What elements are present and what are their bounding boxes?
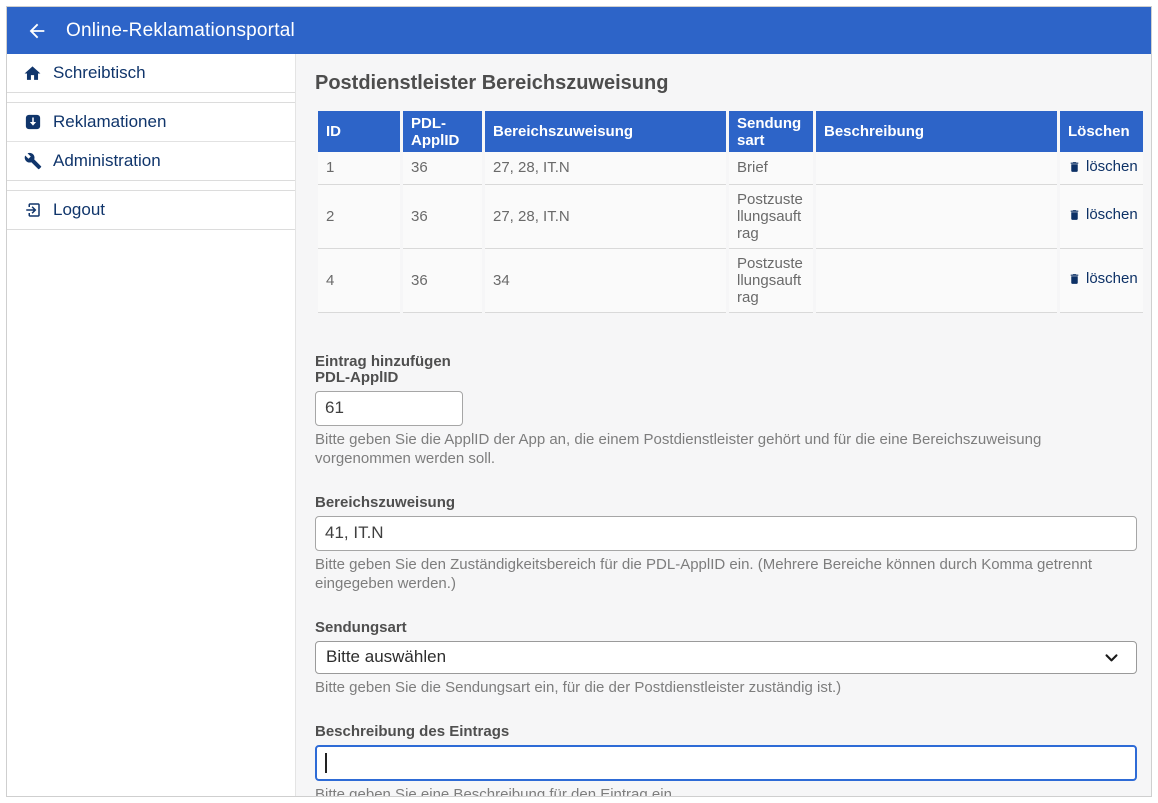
sidebar-item-label: Administration <box>53 151 161 170</box>
app-title: Online-Reklamationsportal <box>66 19 295 41</box>
delete-row-button[interactable]: löschen <box>1068 206 1138 223</box>
add-entry-form: Eintrag hinzufügen PDL-ApplID Bitte gebe… <box>315 352 1137 797</box>
sidebar-group-work: Reklamationen Administration <box>7 102 295 181</box>
sendungsart-select[interactable]: Bitte auswählen <box>315 640 1137 674</box>
table-row: 2 36 27, 28, IT.N Postzustellungsauftrag… <box>318 184 1143 249</box>
trash-icon <box>1070 209 1079 220</box>
delete-row-button[interactable]: löschen <box>1068 158 1138 175</box>
bereichszuweisung-label: Bereichszuweisung <box>315 493 456 511</box>
sidebar-item-administration[interactable]: Administration <box>7 141 295 180</box>
text-cursor <box>325 752 327 773</box>
assignments-table: ID PDL-ApplID Bereichszuweisung Sendungs… <box>315 111 1146 313</box>
cell-bereichszuweisung: 27, 28, IT.N <box>485 152 726 185</box>
sidebar-item-label: Reklamationen <box>53 112 167 131</box>
sidebar-item-label: Logout <box>53 200 105 219</box>
table-header-row: ID PDL-ApplID Bereichszuweisung Sendungs… <box>318 111 1143 152</box>
cell-bereichszuweisung: 27, 28, IT.N <box>485 184 726 249</box>
delete-row-button[interactable]: löschen <box>1068 270 1138 287</box>
column-header-sendungsart: Sendungsart <box>729 111 813 152</box>
page-title: Postdienstleister Bereichszuweisung <box>315 72 669 94</box>
cell-sendungsart: Postzustellungsauftrag <box>729 184 813 249</box>
beschreibung-field-wrapper <box>315 744 1137 781</box>
cell-bereichszuweisung: 34 <box>485 248 726 313</box>
column-header-beschreibung: Beschreibung <box>816 111 1057 152</box>
bereichszuweisung-help: Bitte geben Sie den Zuständigkeitsbereic… <box>315 555 1093 592</box>
cell-id: 2 <box>318 184 400 249</box>
back-arrow-icon[interactable] <box>25 19 49 43</box>
sidebar: Schreibtisch Reklamationen <box>7 54 296 796</box>
cell-pdl-applid: 36 <box>403 152 482 185</box>
column-header-id: ID <box>318 111 400 152</box>
delete-label: löschen <box>1086 270 1138 288</box>
logout-icon <box>23 201 42 220</box>
chevron-down-icon <box>1105 653 1118 661</box>
sidebar-item-logout[interactable]: Logout <box>7 191 295 229</box>
sendungsart-help: Bitte geben Sie die Sendungsart ein, für… <box>315 678 842 696</box>
column-header-loeschen: Löschen <box>1060 111 1143 152</box>
cell-delete: löschen <box>1060 152 1143 185</box>
sidebar-item-schreibtisch[interactable]: Schreibtisch <box>7 54 295 92</box>
cell-delete: löschen <box>1060 184 1143 249</box>
form-section-title: Eintrag hinzufügen <box>315 352 451 370</box>
cell-delete: löschen <box>1060 248 1143 313</box>
table-row: 4 36 34 Postzustellungsauftrag löschen <box>318 248 1143 313</box>
cell-id: 1 <box>318 152 400 185</box>
app-header: Online-Reklamationsportal <box>7 7 1151 54</box>
cell-beschreibung <box>816 248 1057 313</box>
app-window: Online-Reklamationsportal Schreibtisch <box>6 6 1152 797</box>
sidebar-group-logout: Logout <box>7 190 295 230</box>
cell-beschreibung <box>816 152 1057 185</box>
sidebar-item-label: Schreibtisch <box>53 63 146 82</box>
delete-label: löschen <box>1086 158 1138 175</box>
column-header-pdl-applid: PDL-ApplID <box>403 111 482 152</box>
cell-beschreibung <box>816 184 1057 249</box>
cell-pdl-applid: 36 <box>403 184 482 249</box>
sidebar-group-desk: Schreibtisch <box>7 54 295 93</box>
wrench-icon <box>23 152 42 171</box>
bereichszuweisung-input[interactable] <box>315 515 1137 551</box>
delete-label: löschen <box>1086 206 1138 224</box>
trash-icon <box>1070 161 1079 172</box>
main-content: Postdienstleister Bereichszuweisung ID P… <box>296 54 1151 796</box>
cell-sendungsart: Brief <box>729 152 813 185</box>
sendungsart-label: Sendungsart <box>315 618 407 636</box>
column-header-bereichszuweisung: Bereichszuweisung <box>485 111 726 152</box>
table-row: 1 36 27, 28, IT.N Brief löschen <box>318 152 1143 185</box>
beschreibung-help: Bitte geben Sie eine Beschreibung für de… <box>315 785 677 797</box>
inbox-download-icon <box>23 113 42 132</box>
pdl-applid-label: PDL-ApplID <box>315 368 399 386</box>
cell-pdl-applid: 36 <box>403 248 482 313</box>
cell-id: 4 <box>318 248 400 313</box>
beschreibung-input[interactable] <box>315 744 1137 781</box>
beschreibung-label: Beschreibung des Eintrags <box>315 722 510 740</box>
home-icon <box>23 64 42 83</box>
pdl-applid-help: Bitte geben Sie die ApplID der App an, d… <box>315 430 1042 467</box>
sendungsart-selected-value: Bitte auswählen <box>326 647 447 666</box>
pdl-applid-input[interactable] <box>315 390 463 426</box>
sidebar-item-reklamationen[interactable]: Reklamationen <box>7 103 295 141</box>
cell-sendungsart: Postzustellungsauftrag <box>729 248 813 313</box>
trash-icon <box>1070 273 1079 284</box>
